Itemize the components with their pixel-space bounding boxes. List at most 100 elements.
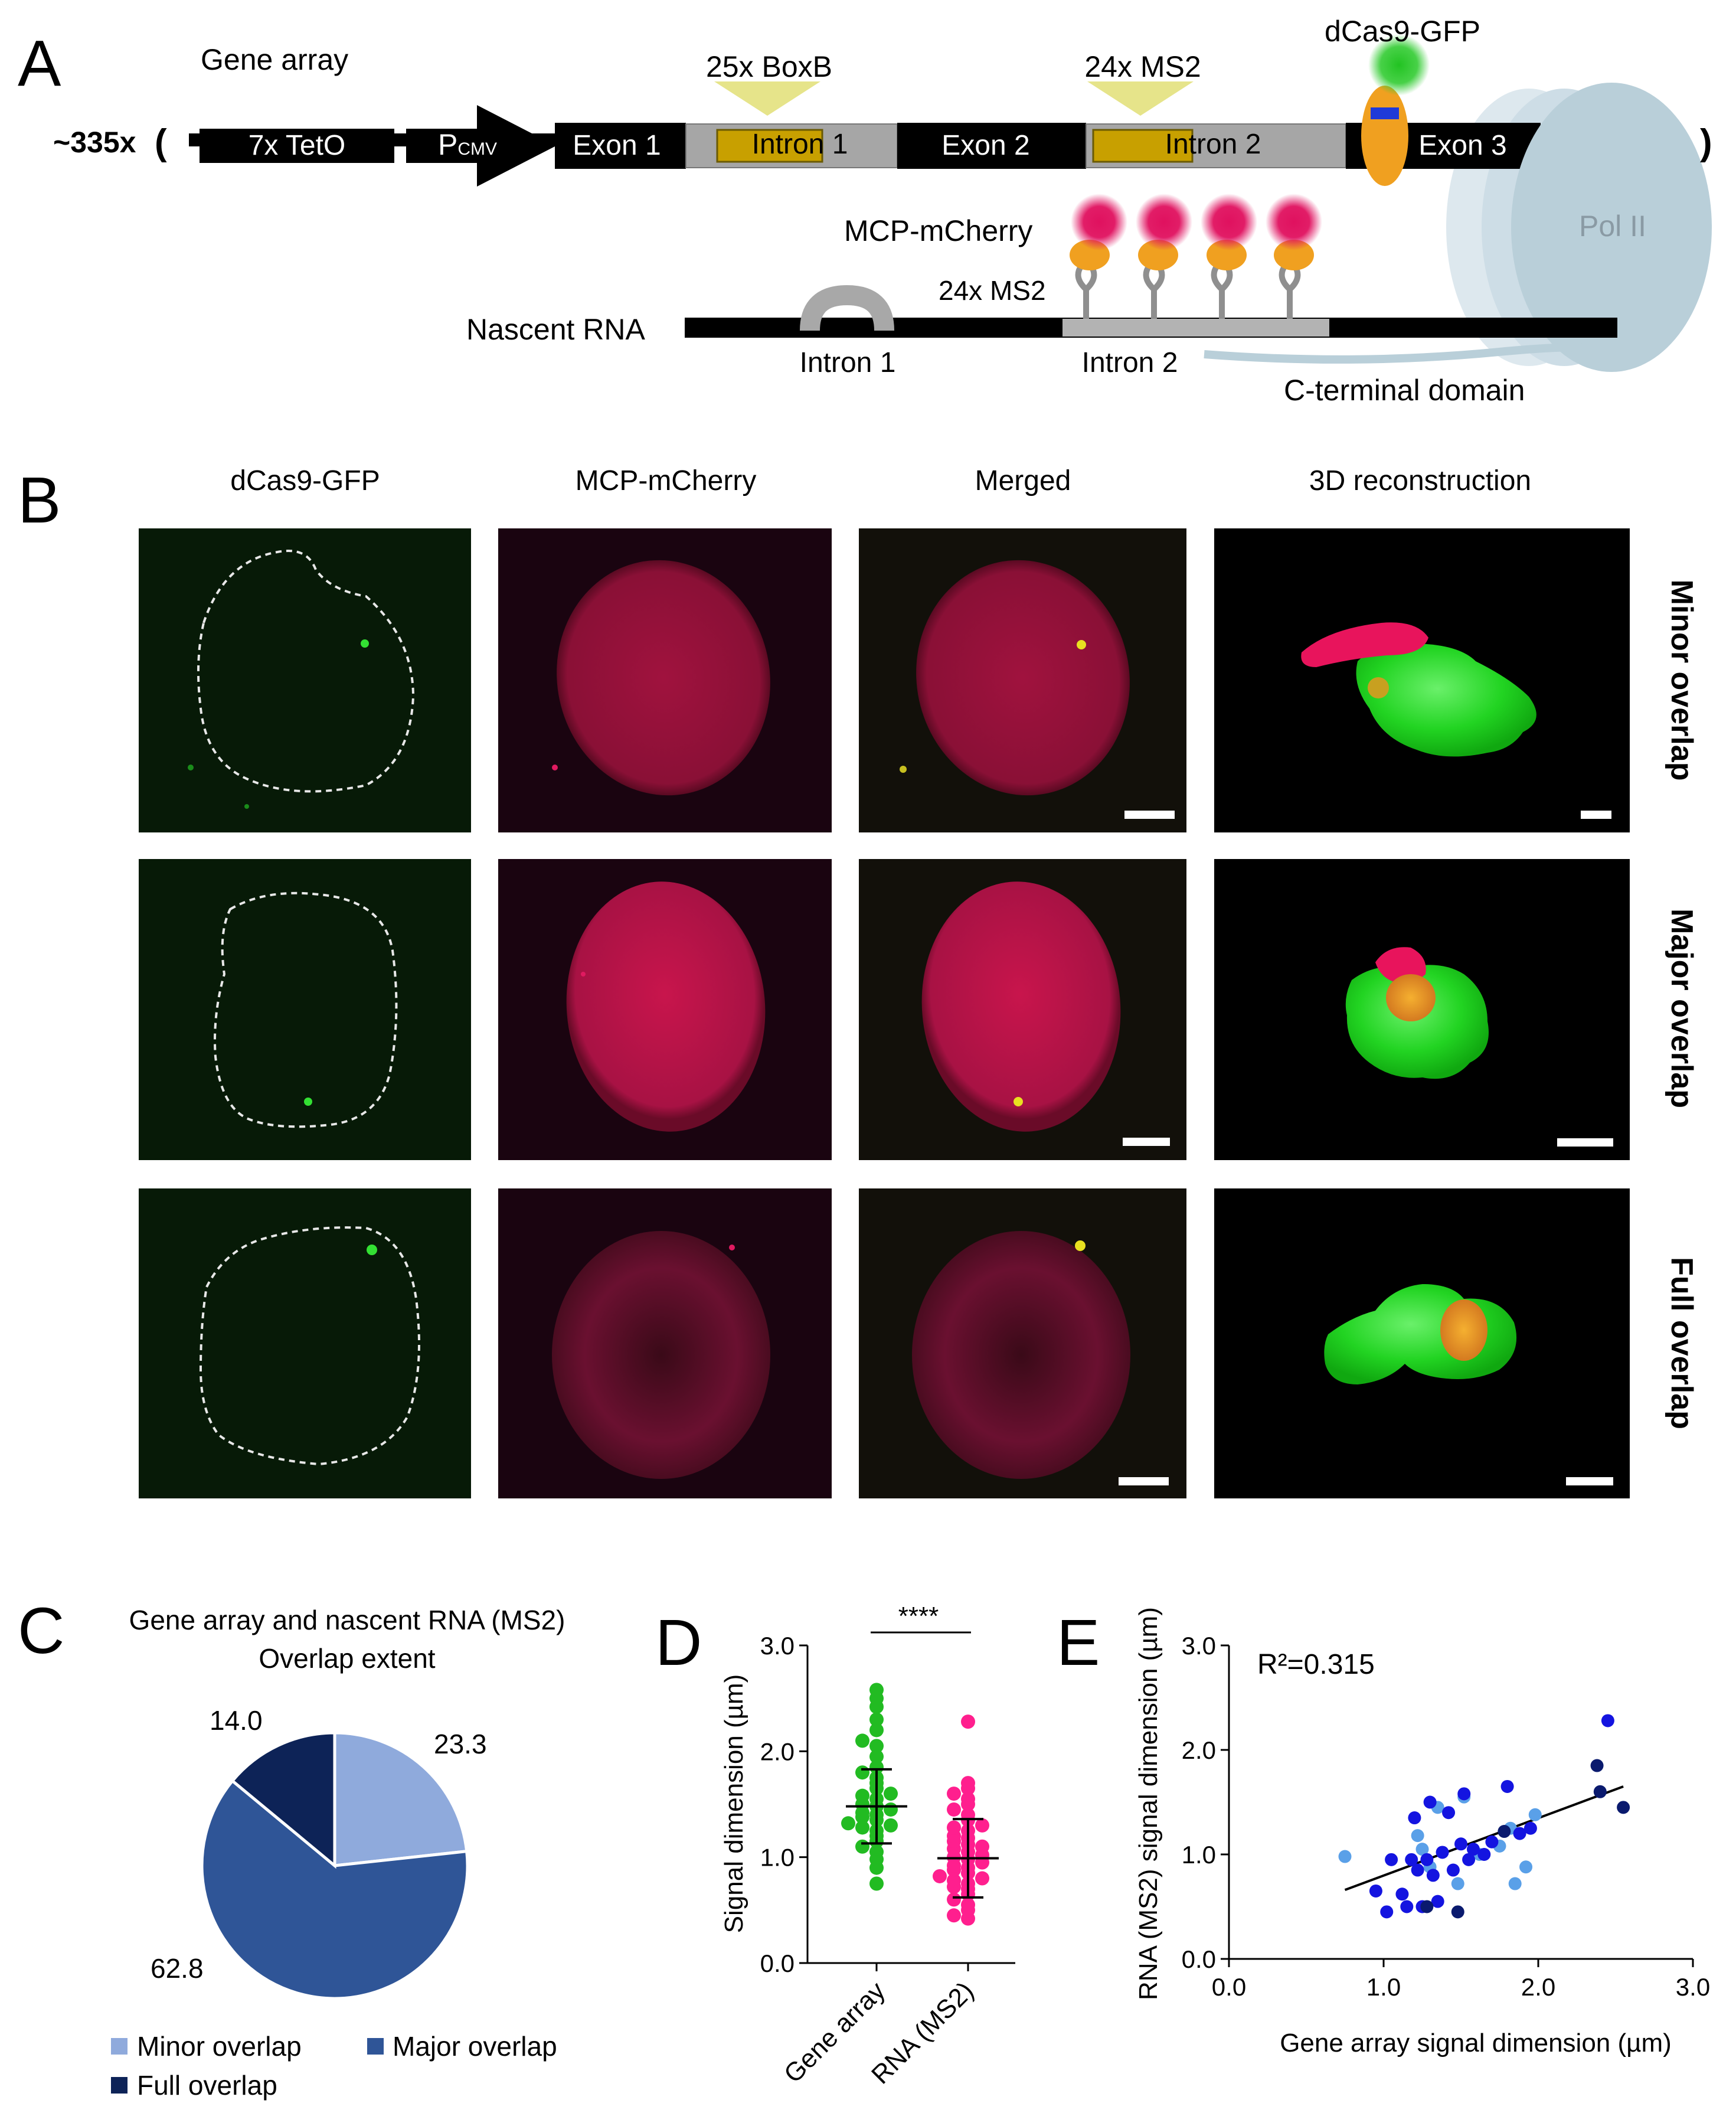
mcherry-glow [1136, 194, 1192, 250]
dcas9-oval [1361, 86, 1408, 186]
e-point [1601, 1714, 1614, 1727]
e-point [1617, 1801, 1630, 1814]
scale-bar [1566, 1477, 1613, 1485]
d-dot-gene-array [855, 1820, 869, 1835]
panel-label-b: B [18, 464, 61, 537]
scale-bar [1123, 1138, 1170, 1146]
micrograph-gfp [139, 1188, 471, 1498]
mcherry-spot [552, 765, 558, 770]
hairpin-3 [1211, 263, 1233, 319]
gfp-spot [361, 639, 369, 648]
d-dot-gene-array [869, 1844, 884, 1859]
micrograph-row-full [139, 1188, 1630, 1498]
r2-annotation: R²=0.315 [1257, 1649, 1375, 1680]
d-dot-rna [961, 1898, 975, 1912]
copies-label: ~335x [53, 126, 136, 159]
column-title-mcp: MCP-mCherry [576, 465, 757, 497]
mcp-proteins [1070, 194, 1322, 270]
nucleus-merged [921, 881, 1121, 1132]
teto-box [200, 129, 394, 163]
row-label-full: Full overlap [1665, 1257, 1699, 1429]
pol2-label: Pol II [1579, 210, 1646, 243]
d-dot-gene-array [884, 1802, 898, 1817]
d-dot-gene-array [869, 1760, 884, 1775]
e-point [1405, 1853, 1418, 1866]
intron1-label: Intron 1 [752, 129, 848, 160]
e-point [1385, 1853, 1398, 1866]
pol2-body [1511, 83, 1712, 372]
d-axes: 0.0 1.0 2.0 3.0 [760, 1632, 1015, 1977]
e-point [1369, 1884, 1382, 1898]
e-point [1415, 1843, 1429, 1856]
paren-close: ) [1700, 122, 1712, 163]
nascent-rna-label: Nascent RNA [466, 313, 646, 346]
scale-bar [1124, 811, 1175, 819]
e-point [1485, 1835, 1499, 1849]
e-point [1454, 1837, 1467, 1851]
e-point [1513, 1827, 1526, 1840]
ctd-tail [1204, 343, 1594, 364]
d-dot-rna [947, 1908, 961, 1923]
gene-array-volume [1345, 965, 1489, 1079]
scale-bar [1581, 811, 1611, 819]
micrograph-row-major [139, 859, 1630, 1160]
mcherry-spot [581, 972, 586, 977]
panel-a: A Gene array ~335x ( 7x TetO PCMV Exon 1… [18, 15, 1712, 407]
overlap-volume [1440, 1299, 1487, 1361]
d-dot-rna [961, 1714, 975, 1729]
panel-d: D 0.0 1.0 2.0 3.0 **** Signal dimension (µm… [655, 1602, 1015, 2089]
column-title-merged: Merged [975, 465, 1071, 497]
e-point [1411, 1863, 1424, 1877]
pie-title-line1: Gene array and nascent RNA (MS2) [129, 1605, 565, 1635]
e-point [1395, 1887, 1409, 1901]
d-ytick-label: 0.0 [760, 1949, 795, 1977]
d-dot-gene-array [841, 1816, 855, 1831]
significance-label: **** [898, 1602, 939, 1631]
e-point [1338, 1850, 1352, 1863]
e-point [1498, 1825, 1511, 1838]
panel-label-c: C [18, 1595, 64, 1667]
gfp-spot [244, 804, 249, 809]
hairpin-4 [1279, 263, 1301, 319]
panel-label-e: E [1057, 1606, 1100, 1679]
intron2-rna-label: Intron 2 [1082, 347, 1178, 378]
gfp-spot [304, 1098, 312, 1106]
exon2-label: Exon 2 [941, 130, 1029, 161]
d-dot-rna [961, 1792, 975, 1807]
e-point [1420, 1853, 1434, 1866]
d-dot-gene-array [869, 1712, 884, 1727]
nucleus-outline [214, 891, 398, 1128]
nucleus-outline [197, 550, 415, 793]
e-ytick-label: 1.0 [1182, 1841, 1216, 1869]
scale-bar [1119, 1477, 1169, 1485]
d-ytick-label: 3.0 [760, 1632, 795, 1660]
d-dot-rna [947, 1802, 961, 1817]
d-dot-rna [961, 1776, 975, 1791]
legend-label-major: Major overlap [393, 2031, 557, 2062]
pie-value-major: 62.8 [151, 1953, 204, 1984]
d-dot-rna [947, 1820, 961, 1835]
nucleus-red [552, 1231, 770, 1479]
e-point [1423, 1795, 1437, 1809]
boxb-triangle [714, 81, 820, 116]
exon1-box [555, 123, 686, 169]
d-dot-gene-array [869, 1876, 884, 1891]
d-dot-gene-array [855, 1788, 869, 1803]
d-ytick-label: 2.0 [760, 1738, 795, 1765]
d-dots [841, 1683, 999, 1926]
mcp-label: MCP-mCherry [844, 214, 1032, 247]
gene-array-label: Gene array [201, 43, 348, 76]
hairpin-1 [1075, 263, 1097, 319]
panel-e: E R²=0.315 0.0 1.0 2.0 3.0 0.0 1.0 2.0 3.0 RNA … [1057, 1606, 1710, 2058]
column-title-3d: 3D reconstruction [1309, 465, 1531, 497]
e-xtick-label: 2.0 [1521, 1973, 1555, 2001]
e-point [1420, 1900, 1434, 1913]
e-point [1426, 1869, 1440, 1882]
d-dot-rna [975, 1871, 989, 1886]
panel-b: B dCas9-GFP MCP-mCherry Merged 3D recons… [18, 464, 1699, 1498]
overlap-volume [1386, 974, 1436, 1021]
e-points [1338, 1714, 1630, 1919]
pie-value-full: 14.0 [210, 1705, 263, 1736]
mcherry-glow [1266, 194, 1322, 250]
